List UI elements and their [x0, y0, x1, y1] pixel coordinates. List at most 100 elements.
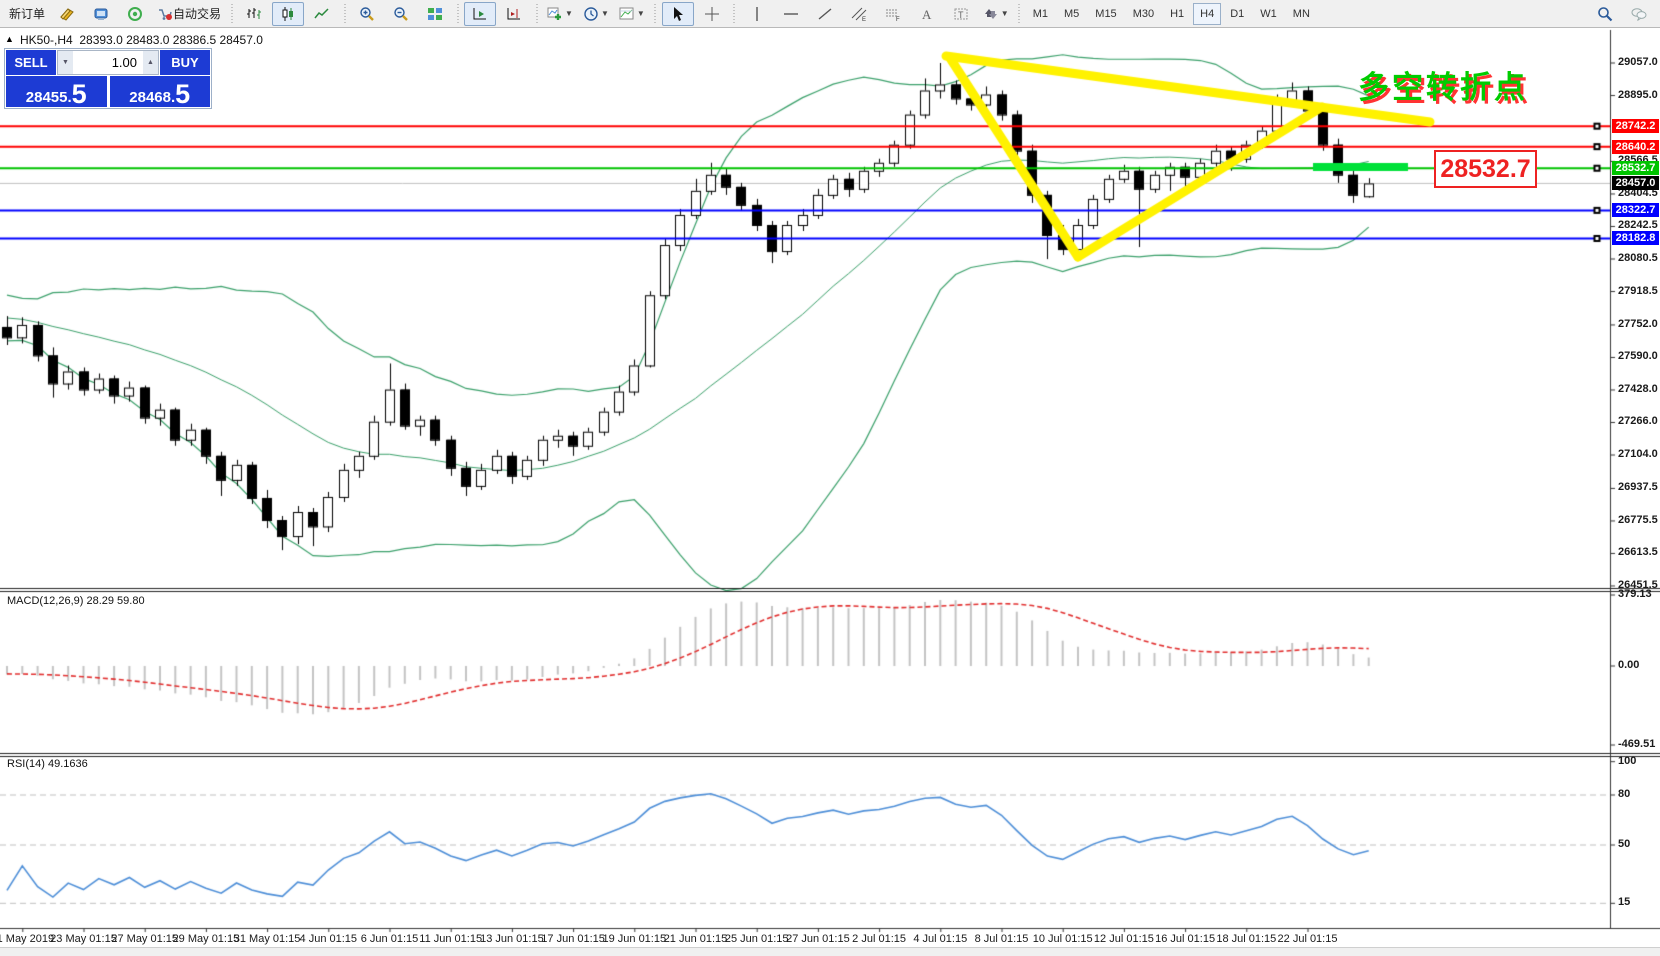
price-axis-label: 28895.0 — [1618, 88, 1658, 101]
periods-button[interactable]: ▼ — [579, 2, 613, 26]
buy-button[interactable]: BUY — [159, 50, 210, 75]
rsi-label: RSI(14) 49.1636 — [7, 758, 88, 770]
text-button[interactable]: A — [911, 2, 943, 26]
volume-increase-button[interactable]: ▲ — [143, 51, 158, 74]
sell-price-dot: . — [67, 89, 72, 106]
macd-axis-label: 379.13 — [1618, 588, 1652, 600]
timeframe-m5-button[interactable]: M5 — [1064, 7, 1080, 20]
zoom-in-icon — [359, 6, 375, 22]
time-axis-label: 19 Jun 01:15 — [602, 933, 667, 945]
auto-trading-button[interactable]: 自动交易 — [153, 2, 225, 26]
price-axis-label: 26937.5 — [1618, 481, 1658, 494]
tile-windows-button[interactable] — [419, 2, 451, 26]
time-axis-label: 27 Jun 01:15 — [786, 933, 850, 945]
price-axis-label: 26613.5 — [1618, 546, 1658, 559]
zoom-in-button[interactable] — [351, 2, 383, 26]
zoom-out-button[interactable] — [385, 2, 417, 26]
timeframe-h4-button[interactable]: H4 — [1193, 2, 1222, 25]
auto-trading-label: 自动交易 — [173, 7, 222, 21]
chart-ohlc-values: 28393.0 28483.0 28386.5 28457.0 — [79, 33, 263, 47]
sell-price[interactable]: 28455. 5 — [6, 76, 107, 109]
indicators-button[interactable]: ▼ — [543, 2, 577, 26]
macd-axis-label: 0.00 — [1618, 659, 1640, 671]
auto-scroll-button[interactable] — [464, 1, 497, 26]
sell-price-big-digit: 5 — [71, 79, 87, 109]
chevron-down-icon: ▼ — [565, 9, 573, 18]
fibonacci-button[interactable]: F — [877, 2, 909, 26]
buy-price[interactable]: 28468. 5 — [109, 76, 210, 108]
chart-canvas[interactable] — [0, 28, 1660, 947]
search-button[interactable] — [1589, 2, 1621, 26]
chevron-down-icon: ▼ — [636, 9, 645, 18]
time-axis-label: 31 May 01:15 — [233, 933, 301, 945]
svg-text:E: E — [862, 17, 866, 22]
timeframe-m30-button[interactable]: M30 — [1132, 7, 1155, 20]
cursor-button[interactable] — [661, 1, 694, 26]
line-chart-button[interactable] — [306, 2, 338, 26]
time-axis-label: 12 Jul 01:15 — [1093, 933, 1154, 945]
volume-decrease-button[interactable]: ▼ — [58, 51, 73, 74]
turning-point-annotation[interactable]: 多空转折点 — [1358, 70, 1528, 105]
price-axis-label: 27266.0 — [1618, 415, 1658, 428]
timeframe-m15-button[interactable]: M15 — [1095, 7, 1117, 20]
terminal-icon — [93, 6, 109, 22]
trendline-button[interactable] — [809, 2, 841, 26]
toolbar-separator — [652, 3, 658, 24]
time-axis-label: 23 May 01:15 — [50, 933, 117, 945]
chevron-down-icon: ▼ — [1000, 9, 1009, 18]
periods-clock-icon — [583, 6, 599, 22]
chart-shift-button[interactable] — [498, 2, 530, 26]
time-axis-label: 17 Jun 01:15 — [541, 933, 605, 945]
time-axis-label: 4 Jun 01:15 — [299, 933, 358, 945]
timeframe-mn-button[interactable]: MN — [1292, 7, 1310, 20]
data-window-button[interactable] — [51, 2, 83, 26]
rsi-axis-label: 80 — [1618, 787, 1631, 800]
time-axis-label: 22 Jul 01:15 — [1277, 933, 1338, 945]
templates-button[interactable]: ▼ — [615, 2, 649, 26]
new-order-button[interactable]: 新订单 — [9, 7, 46, 21]
chat-button[interactable] — [1623, 2, 1655, 26]
volume-input[interactable]: 1.00 — [73, 51, 143, 74]
chevron-down-icon: ▼ — [600, 9, 609, 18]
price-level-badge: 28532.7 — [1612, 161, 1659, 176]
one-click-trading-panel: SELL ▼ 1.00 ▲ BUY 28455. 5 28468. 5 — [4, 48, 212, 109]
price-axis-label: 27752.0 — [1618, 317, 1658, 330]
toolbar-separator — [731, 3, 737, 24]
timeframe-m1-button[interactable]: M1 — [1032, 7, 1048, 20]
chart-symbol-timeframe: HK50-,H4 — [20, 33, 73, 47]
current-price-badge: 28457.0 — [1612, 176, 1659, 191]
text-label-icon: T — [953, 6, 969, 22]
chat-icon — [1631, 6, 1647, 22]
price-tag-box[interactable]: 28532.7 — [1434, 150, 1537, 188]
horizontal-line-button[interactable] — [775, 2, 807, 26]
signal-button[interactable] — [119, 2, 151, 26]
price-level-badge: 28322.7 — [1612, 203, 1659, 218]
svg-text:F: F — [896, 17, 900, 22]
crosshair-button[interactable] — [696, 2, 728, 26]
window-bottom-strip — [0, 947, 1660, 956]
arrows-button[interactable]: ▼ — [979, 2, 1013, 26]
tile-windows-icon — [427, 6, 443, 22]
svg-text:T: T — [958, 10, 964, 20]
sell-button[interactable]: SELL — [6, 50, 57, 75]
text-label-button[interactable]: T — [945, 2, 977, 26]
channel-button[interactable]: E — [843, 2, 875, 26]
data-window-icon — [59, 6, 75, 22]
timeframe-w1-button[interactable]: W1 — [1260, 7, 1277, 20]
price-level-badge: 28742.2 — [1612, 119, 1659, 134]
line-chart-icon — [314, 6, 330, 22]
timeframe-h1-button[interactable]: H1 — [1170, 7, 1185, 20]
time-axis-label: 6 Jun 01:15 — [360, 933, 419, 945]
vertical-line-button[interactable] — [741, 2, 773, 26]
price-axis-label: 27104.0 — [1618, 448, 1658, 460]
terminal-button[interactable] — [85, 2, 117, 26]
collapse-panel-arrow[interactable]: ▲ — [5, 34, 14, 44]
zoom-out-icon — [393, 6, 409, 22]
sell-price-base: 28455 — [25, 89, 68, 106]
time-axis-label: 21 May 2019 — [0, 933, 55, 945]
candlestick-button[interactable] — [272, 1, 305, 26]
bar-chart-button[interactable] — [238, 2, 270, 26]
candlestick-icon — [280, 6, 296, 22]
buy-price-base: 28468 — [129, 89, 171, 106]
timeframe-d1-button[interactable]: D1 — [1230, 7, 1245, 20]
